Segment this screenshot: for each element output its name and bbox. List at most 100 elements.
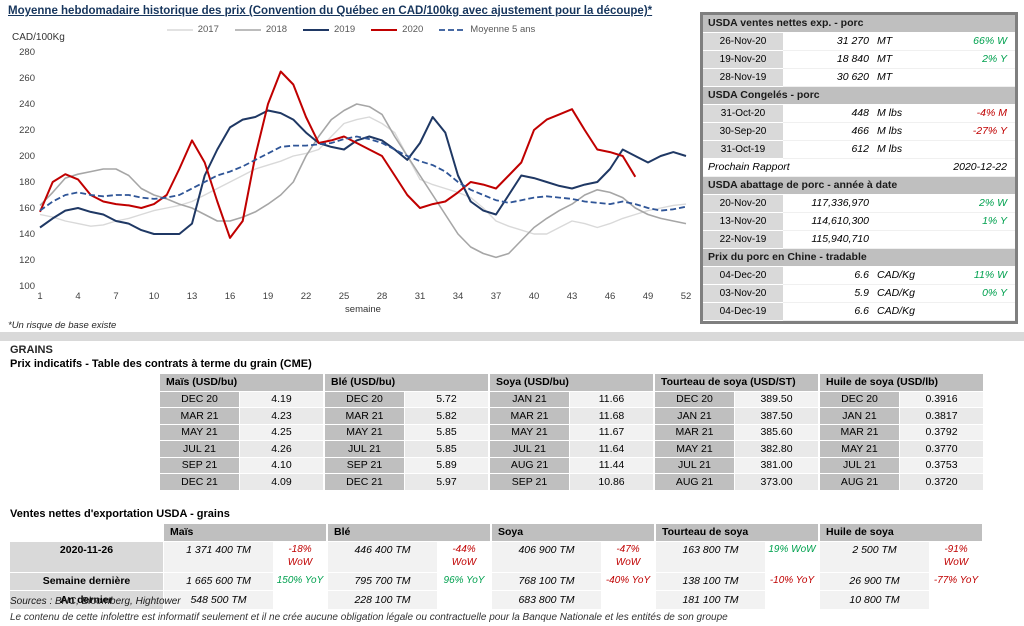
legend-item-2019: 2019 xyxy=(303,24,355,35)
futures-price: 4.26 xyxy=(240,441,325,458)
svg-text:34: 34 xyxy=(453,291,464,302)
futures-contract-month: MAR 21 xyxy=(490,408,570,425)
futures-price: 10.86 xyxy=(570,474,655,491)
legend-label: 2018 xyxy=(265,24,288,35)
pork-value-number: 115,940,710 xyxy=(811,233,869,245)
exports-value: 548 500 TM xyxy=(164,591,274,610)
futures-price: 382.80 xyxy=(735,441,820,458)
pork-value-unit: MT xyxy=(877,53,893,65)
legend-swatch-2018 xyxy=(234,28,261,31)
pork-value-number: 117,336,970 xyxy=(811,197,869,209)
futures-contract-month: AUG 21 xyxy=(820,474,900,491)
pork-section-header: Prix du porc en Chine - tradable xyxy=(703,249,1015,267)
series-line-2017 xyxy=(39,116,687,235)
futures-contract-month: MAR 21 xyxy=(325,408,405,425)
futures-price: 5.82 xyxy=(405,408,490,425)
svg-text:19: 19 xyxy=(263,291,274,302)
svg-text:43: 43 xyxy=(567,291,578,302)
exports-change: -47% WoW xyxy=(602,541,656,573)
exports-value: 683 800 TM xyxy=(492,591,602,610)
futures-contract-month: JUL 21 xyxy=(160,441,240,458)
futures-contract-month: MAY 21 xyxy=(160,424,240,441)
pork-row-date: 22-Nov-19 xyxy=(703,231,783,249)
exports-change: -40% YoY xyxy=(602,572,656,591)
exports-value: 768 100 TM xyxy=(492,572,602,591)
exports-change xyxy=(438,591,492,610)
futures-price: 385.60 xyxy=(735,424,820,441)
legend-swatch-2017 xyxy=(166,28,193,31)
pork-section-header: USDA ventes nettes exp. - porc xyxy=(703,15,1015,33)
pork-value-number: 31 270 xyxy=(836,35,869,47)
pork-value-number: 30 620 xyxy=(836,71,869,83)
svg-text:7: 7 xyxy=(113,291,118,302)
futures-contract-month: MAR 21 xyxy=(820,424,900,441)
svg-text:16: 16 xyxy=(225,291,236,302)
exports-change: 96% YoY xyxy=(438,572,492,591)
exports-value: 26 900 TM xyxy=(820,572,930,591)
futures-price: 0.3916 xyxy=(900,391,985,408)
pork-row-date: 31-Oct-20 xyxy=(703,105,783,123)
futures-group-header: Blé (USD/bu) xyxy=(325,374,490,392)
pork-row-change: 1% Y xyxy=(927,213,1015,231)
page-title: Moyenne hebdomadaire historique des prix… xyxy=(8,5,653,17)
futures-group-header: Tourteau de soya (USD/ST) xyxy=(655,374,820,392)
exports-change: -77% YoY xyxy=(930,572,984,591)
futures-contract-month: MAY 21 xyxy=(655,441,735,458)
svg-text:280: 280 xyxy=(19,47,35,58)
futures-table-title: Prix indicatifs - Table des contrats à t… xyxy=(10,358,312,370)
exports-column-header: Soya xyxy=(492,524,656,542)
exports-value: 446 400 TM xyxy=(328,541,438,573)
futures-contract-month: MAY 21 xyxy=(490,424,570,441)
series-line-2019 xyxy=(39,109,687,235)
pork-stats-panel: USDA ventes nettes exp. - porc 26-Nov-20 3… xyxy=(700,12,1018,324)
svg-text:37: 37 xyxy=(491,291,502,302)
svg-text:28: 28 xyxy=(377,291,388,302)
futures-contract-month: DEC 21 xyxy=(325,474,405,491)
sources-line: Sources : BNC, Bloomberg, Hightower xyxy=(10,596,181,607)
futures-price: 373.00 xyxy=(735,474,820,491)
legend-swatch-2020 xyxy=(371,28,398,31)
exports-row-label: Semaine dernière xyxy=(10,572,164,591)
futures-price: 0.3770 xyxy=(900,441,985,458)
futures-price: 11.66 xyxy=(570,391,655,408)
exports-value: 163 800 TM xyxy=(656,541,766,573)
legend-item-2020: 2020 xyxy=(371,24,423,35)
legend-label: 2019 xyxy=(334,24,356,35)
exports-value: 138 100 TM xyxy=(656,572,766,591)
futures-contract-month: JUL 21 xyxy=(820,457,900,474)
futures-price: 4.19 xyxy=(240,391,325,408)
svg-text:10: 10 xyxy=(149,291,160,302)
futures-group-header: Huile de soya (USD/lb) xyxy=(820,374,985,392)
pork-row-date: 04-Dec-19 xyxy=(703,303,783,321)
exports-change xyxy=(766,591,820,610)
pork-value-number: 5.9 xyxy=(854,287,869,299)
futures-group-header: Soya (USD/bu) xyxy=(490,374,655,392)
futures-contract-month: DEC 20 xyxy=(325,391,405,408)
exports-column-header: Huile de soya xyxy=(820,524,984,542)
pork-value-unit: CAD/Kg xyxy=(877,305,915,317)
exports-table-title: Ventes nettes d'exportation USDA - grain… xyxy=(10,508,230,520)
chart-y-axis-unit: CAD/100Kg xyxy=(12,32,65,43)
futures-contract-month: JAN 21 xyxy=(490,391,570,408)
exports-change: -10% YoY xyxy=(766,572,820,591)
exports-change: -18% WoW xyxy=(274,541,328,573)
chart-canvas: 100 120 140 160 180 200 220 240 260 280 1 4 7 10 13 16 1… xyxy=(19,47,691,315)
futures-price: 4.25 xyxy=(240,424,325,441)
pork-row-value: 115,940,710 xyxy=(783,231,927,249)
pork-section-header: USDA abattage de porc - année à date xyxy=(703,177,1015,195)
pork-value-number: 466 xyxy=(851,125,869,137)
svg-text:semaine: semaine xyxy=(345,304,381,315)
pork-value-unit: M lbs xyxy=(877,125,903,137)
pork-row-value: 30 620 MT xyxy=(783,69,927,87)
pork-row-date: 30-Sep-20 xyxy=(703,123,783,141)
svg-text:4: 4 xyxy=(75,291,80,302)
disclaimer-line: Le contenu de cette infolettre est infor… xyxy=(10,612,728,623)
exports-value: 1 665 600 TM xyxy=(164,572,274,591)
pork-value-number: 612 xyxy=(851,143,869,155)
grain-futures-table: Maïs (USD/bu) Blé (USD/bu) Soya (USD/bu) To… xyxy=(160,374,985,491)
futures-contract-month: AUG 21 xyxy=(490,457,570,474)
svg-text:160: 160 xyxy=(19,203,35,214)
svg-text:180: 180 xyxy=(19,177,35,188)
futures-price: 11.67 xyxy=(570,424,655,441)
pork-row-date: 19-Nov-20 xyxy=(703,51,783,69)
